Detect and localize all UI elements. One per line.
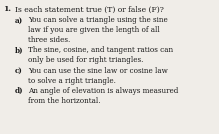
Text: An angle of elevation is always measured: An angle of elevation is always measured	[28, 87, 179, 95]
Text: b): b)	[15, 46, 23, 55]
Text: three sides.: three sides.	[28, 36, 71, 44]
Text: d): d)	[15, 87, 23, 95]
Text: a): a)	[15, 16, 23, 24]
Text: law if you are given the length of all: law if you are given the length of all	[28, 26, 160, 34]
Text: only be used for right triangles.: only be used for right triangles.	[28, 56, 144, 64]
Text: 1.: 1.	[3, 5, 11, 13]
Text: c): c)	[15, 67, 23, 75]
Text: You can solve a triangle using the sine: You can solve a triangle using the sine	[28, 16, 168, 24]
Text: from the horizontal.: from the horizontal.	[28, 97, 101, 105]
Text: You can use the sine law or cosine law: You can use the sine law or cosine law	[28, 67, 168, 75]
Text: Is each statement true (T) or false (F)?: Is each statement true (T) or false (F)?	[15, 5, 164, 13]
Text: The sine, cosine, and tangent ratios can: The sine, cosine, and tangent ratios can	[28, 46, 174, 55]
Text: to solve a right triangle.: to solve a right triangle.	[28, 77, 116, 85]
